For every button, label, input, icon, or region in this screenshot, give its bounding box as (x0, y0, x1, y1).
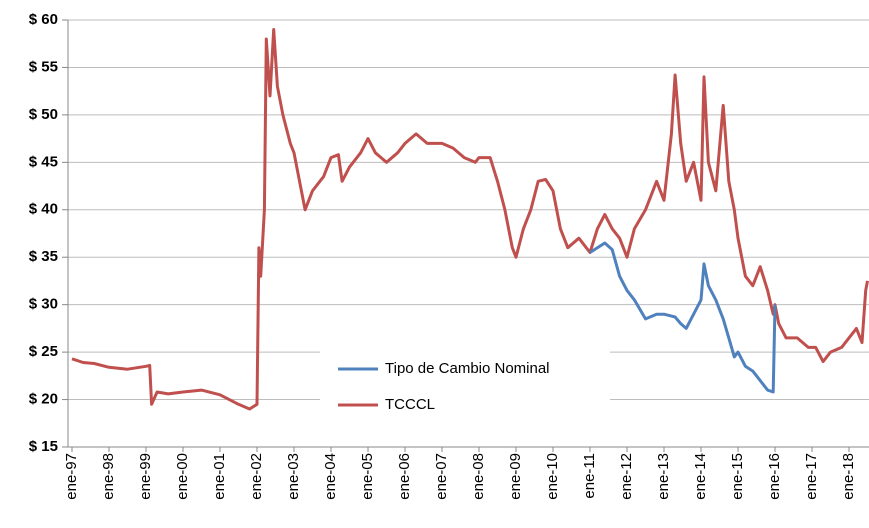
x-tick-label: ene-12 (618, 453, 635, 500)
x-tick-label: ene-08 (470, 453, 487, 500)
x-tick-label: ene-15 (729, 453, 746, 500)
y-tick-label: $ 25 (29, 343, 58, 360)
x-tick-label: ene-05 (359, 453, 376, 500)
x-tick-label: ene-02 (248, 453, 265, 500)
y-tick-label: $ 50 (29, 106, 58, 123)
legend-label: TCCCL (385, 396, 435, 413)
legend-box (320, 350, 610, 422)
x-tick-label: ene-09 (507, 453, 524, 500)
x-tick-label: ene-03 (285, 453, 302, 500)
series-line (71, 28, 869, 411)
x-tick-label: ene-00 (174, 453, 191, 500)
x-tick-label: ene-04 (322, 453, 339, 500)
series-line (589, 241, 777, 394)
y-tick-label: $ 60 (29, 11, 58, 28)
x-tick-label: ene-07 (433, 453, 450, 500)
x-tick-label: ene-10 (544, 453, 561, 500)
x-tick-label: ene-13 (655, 453, 672, 500)
x-tick-label: ene-18 (840, 453, 857, 500)
x-tick-label: ene-16 (766, 453, 783, 500)
x-tick-label: ene-06 (396, 453, 413, 500)
legend: Tipo de Cambio Nominal TCCCL (320, 350, 610, 422)
x-tick-label: ene-99 (137, 453, 154, 500)
y-tick-label: $ 15 (29, 438, 58, 455)
y-tick-label: $ 35 (29, 248, 58, 265)
legend-label: Tipo de Cambio Nominal (385, 360, 550, 377)
x-tick-label: ene-98 (100, 453, 117, 500)
y-tick-label: $ 30 (29, 296, 58, 313)
y-tick-label: $ 20 (29, 391, 58, 408)
x-tick-label: ene-17 (803, 453, 820, 500)
x-tick-label: ene-11 (581, 453, 598, 499)
x-tick-label: ene-01 (211, 453, 228, 500)
x-tick-label: ene-97 (63, 453, 80, 500)
y-tick-label: $ 40 (29, 201, 58, 218)
x-tick-label: ene-14 (692, 453, 709, 500)
y-tick-label: $ 55 (29, 58, 58, 75)
y-tick-label: $ 45 (29, 153, 58, 170)
